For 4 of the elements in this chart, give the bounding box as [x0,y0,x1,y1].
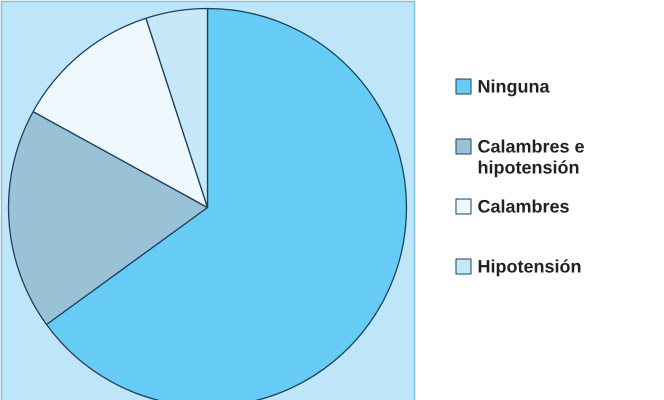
legend-label: Calambres e hipotensión [478,136,585,178]
legend-label: Ninguna [478,76,550,96]
legend-label: Calambres [478,196,570,216]
legend-label: Hipotensión [478,256,582,276]
